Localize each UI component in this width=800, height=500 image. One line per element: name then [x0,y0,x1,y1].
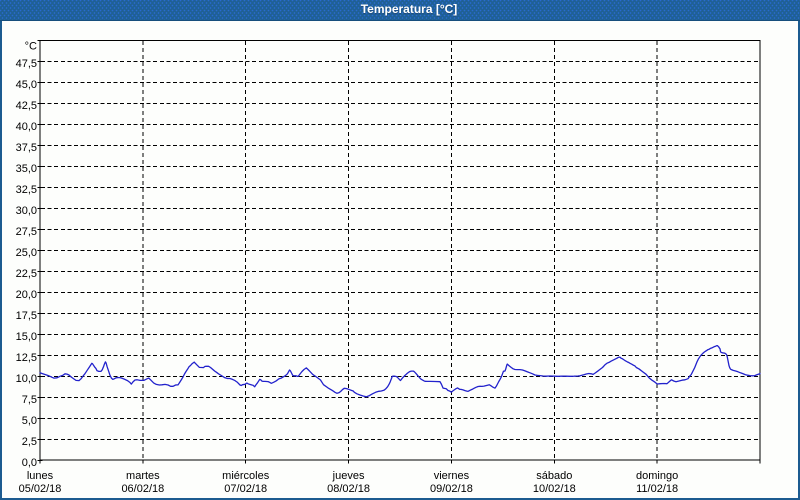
svg-text:jueves: jueves [332,470,365,482]
svg-text:viernes: viernes [434,470,470,482]
svg-text:15,0: 15,0 [16,331,37,343]
svg-text:7,5: 7,5 [22,394,37,406]
svg-text:lunes: lunes [27,470,54,482]
svg-text:10,0: 10,0 [16,373,37,385]
svg-text:domingo: domingo [636,470,678,482]
svg-text:27,5: 27,5 [16,226,37,238]
svg-text:09/02/18: 09/02/18 [430,483,473,495]
svg-text:°C: °C [25,41,37,53]
svg-text:10/02/18: 10/02/18 [533,483,576,495]
svg-text:17,5: 17,5 [16,310,37,322]
svg-text:sábado: sábado [536,470,572,482]
svg-text:40,0: 40,0 [16,121,37,133]
svg-text:22,5: 22,5 [16,268,37,280]
svg-text:20,0: 20,0 [16,289,37,301]
svg-text:07/02/18: 07/02/18 [224,483,267,495]
svg-text:5,0: 5,0 [22,415,37,427]
svg-text:martes: martes [126,470,160,482]
svg-text:11/02/18: 11/02/18 [636,483,678,495]
svg-text:12,5: 12,5 [16,352,37,364]
svg-text:35,0: 35,0 [16,163,37,175]
svg-text:05/02/18: 05/02/18 [19,483,62,495]
svg-text:25,0: 25,0 [16,247,37,259]
svg-text:47,5: 47,5 [16,58,37,70]
svg-text:miércoles: miércoles [222,470,270,482]
svg-text:0,0: 0,0 [22,457,37,469]
svg-text:32,5: 32,5 [16,184,37,196]
svg-text:30,0: 30,0 [16,205,37,217]
svg-text:45,0: 45,0 [16,79,37,91]
svg-text:37,5: 37,5 [16,142,37,154]
svg-text:08/02/18: 08/02/18 [327,483,370,495]
svg-text:42,5: 42,5 [16,100,37,112]
svg-text:06/02/18: 06/02/18 [121,483,164,495]
svg-text:2,5: 2,5 [22,436,37,448]
